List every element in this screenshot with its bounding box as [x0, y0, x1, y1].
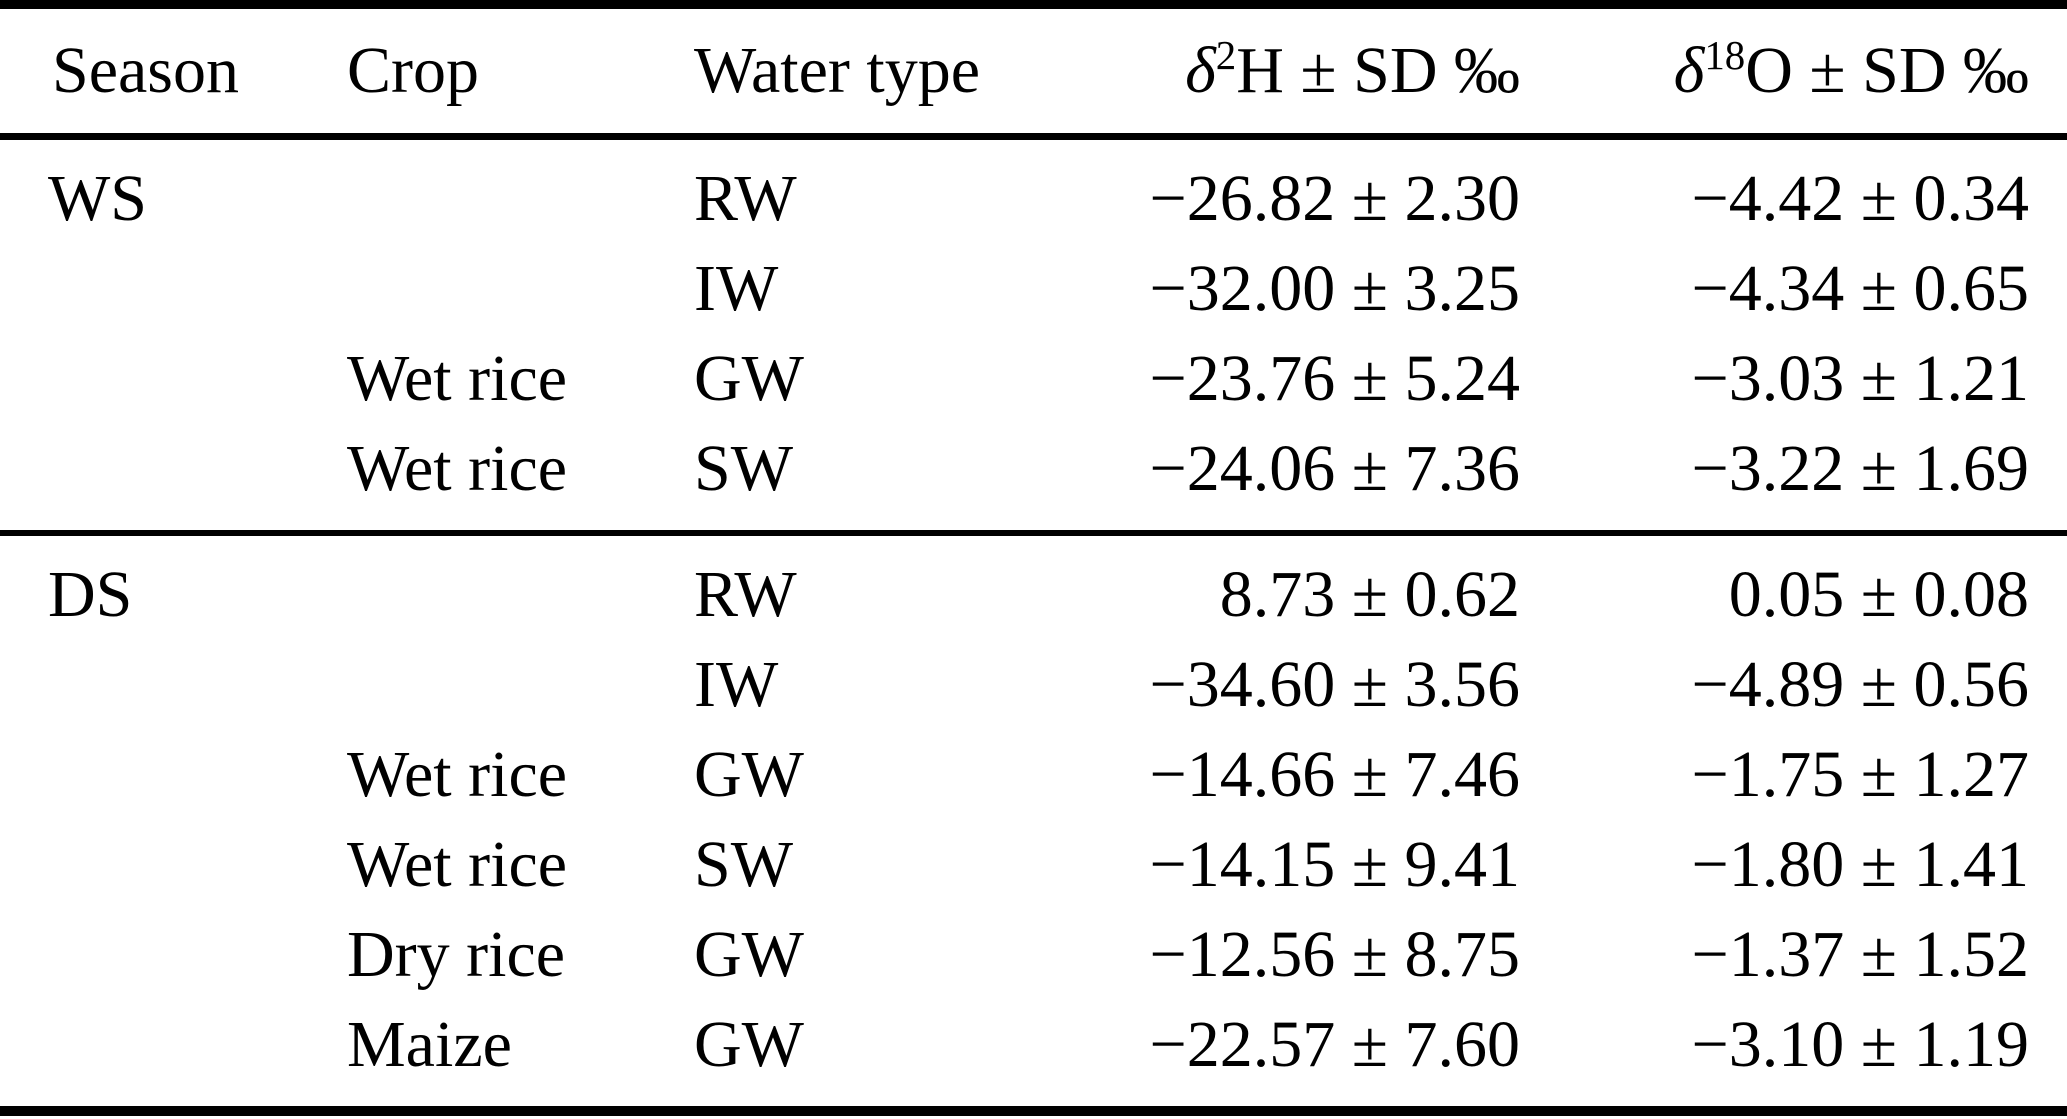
table-row: Maize GW −22.57 ± 7.60 −3.10 ± 1.19 [0, 1000, 2067, 1111]
d18o-value-cell: −3.10 ± 1.19 [1691, 1008, 2029, 1081]
crop-cell [297, 137, 644, 245]
season-cell [0, 424, 297, 533]
season-cell [0, 910, 297, 1000]
table-row: Wet rice SW −24.06 ± 7.36 −3.22 ± 1.69 [0, 424, 2067, 533]
isotope-mass-superscript: 2 [1215, 33, 1237, 78]
table-row: Wet rice GW −14.66 ± 7.46 −1.75 ± 1.27 [0, 730, 2067, 820]
d2h-value-cell: −32.00 ± 3.25 [1149, 252, 1520, 325]
crop-cell: Maize [347, 1008, 512, 1081]
season-cell [0, 244, 297, 334]
season-cell: WS [48, 162, 147, 235]
col-header-crop: Crop [297, 4, 644, 140]
isotope-mass-superscript: 18 [1704, 33, 1746, 78]
table-row: Dry rice GW −12.56 ± 8.75 −1.37 ± 1.52 [0, 910, 2067, 1000]
table-row: IW −32.00 ± 3.25 −4.34 ± 0.65 [0, 244, 2067, 334]
d18o-value-cell: −3.03 ± 1.21 [1691, 342, 2029, 415]
d18o-value-cell: 0.05 ± 0.08 [1544, 530, 2067, 640]
d2h-value-cell: −34.60 ± 3.56 [1149, 648, 1520, 721]
water-type-cell: GW [694, 342, 804, 415]
season-cell [0, 640, 297, 730]
water-type-cell: RW [644, 530, 1024, 640]
season-cell [0, 334, 297, 424]
d18o-header-text: O ± SD ‰ [1745, 34, 2029, 107]
d2h-value-cell: −26.82 ± 2.30 [1149, 162, 1520, 235]
d18o-value-cell: −3.22 ± 1.69 [1691, 432, 2029, 505]
season-cell [0, 820, 297, 910]
d2h-value-cell: −23.76 ± 5.24 [1149, 342, 1520, 415]
season-cell [0, 1000, 297, 1111]
d2h-value-cell: −14.15 ± 9.41 [1149, 828, 1520, 901]
water-type-cell: IW [694, 252, 779, 325]
table-row: IW −34.60 ± 3.56 −4.89 ± 0.56 [0, 640, 2067, 730]
season-cell [0, 730, 297, 820]
crop-cell [297, 530, 644, 640]
d18o-value-cell: −4.42 ± 0.34 [1691, 162, 2029, 235]
header-row: Season Crop Water type δ2H ± SD ‰ δ18O ±… [0, 4, 2067, 140]
delta-symbol: δ [1185, 34, 1216, 107]
table-body: WS RW −26.82 ± 2.30 −4.42 ± 0.34 IW −32.… [0, 137, 2067, 1112]
table-header: Season Crop Water type δ2H ± SD ‰ δ18O ±… [0, 4, 2067, 140]
water-type-cell: RW [694, 162, 797, 235]
d2h-value-cell: −14.66 ± 7.46 [1149, 738, 1520, 811]
water-type-cell: GW [694, 738, 804, 811]
water-type-cell: GW [694, 1008, 804, 1081]
col-header-d18o: δ18O ± SD ‰ [1544, 4, 2067, 140]
crop-cell: Dry rice [347, 918, 566, 991]
table-row: WS RW −26.82 ± 2.30 −4.42 ± 0.34 [0, 137, 2067, 245]
water-type-cell: GW [694, 918, 804, 991]
d2h-value-cell: −24.06 ± 7.36 [1149, 432, 1520, 505]
crop-cell: Wet rice [347, 432, 568, 505]
table-row: DS RW 8.73 ± 0.62 0.05 ± 0.08 [0, 530, 2067, 640]
d18o-value-cell: −4.89 ± 0.56 [1691, 648, 2029, 721]
col-header-season: Season [0, 4, 297, 140]
crop-cell [297, 244, 644, 334]
table-row: Wet rice GW −23.76 ± 5.24 −3.03 ± 1.21 [0, 334, 2067, 424]
table-row: Wet rice SW −14.15 ± 9.41 −1.80 ± 1.41 [0, 820, 2067, 910]
d2h-value-cell: −22.57 ± 7.60 [1149, 1008, 1520, 1081]
d2h-value-cell: −12.56 ± 8.75 [1149, 918, 1520, 991]
water-type-cell: SW [694, 828, 793, 901]
d18o-value-cell: −1.37 ± 1.52 [1691, 918, 2029, 991]
crop-cell: Wet rice [347, 738, 568, 811]
col-header-water-type: Water type [644, 4, 1024, 140]
col-header-d2h: δ2H ± SD ‰ [1024, 4, 1544, 140]
crop-cell: Wet rice [347, 342, 568, 415]
crop-cell [297, 640, 644, 730]
d2h-value-cell: 8.73 ± 0.62 [1024, 530, 1544, 640]
delta-symbol: δ [1673, 34, 1705, 107]
water-type-cell: SW [694, 432, 793, 505]
crop-cell: Wet rice [347, 828, 568, 901]
d18o-value-cell: −1.75 ± 1.27 [1691, 738, 2029, 811]
season-cell: DS [0, 530, 297, 640]
water-type-cell: IW [694, 648, 779, 721]
d18o-value-cell: −1.80 ± 1.41 [1691, 828, 2029, 901]
d18o-value-cell: −4.34 ± 0.65 [1691, 252, 2029, 325]
d2h-header-text: H ± SD ‰ [1236, 34, 1520, 107]
